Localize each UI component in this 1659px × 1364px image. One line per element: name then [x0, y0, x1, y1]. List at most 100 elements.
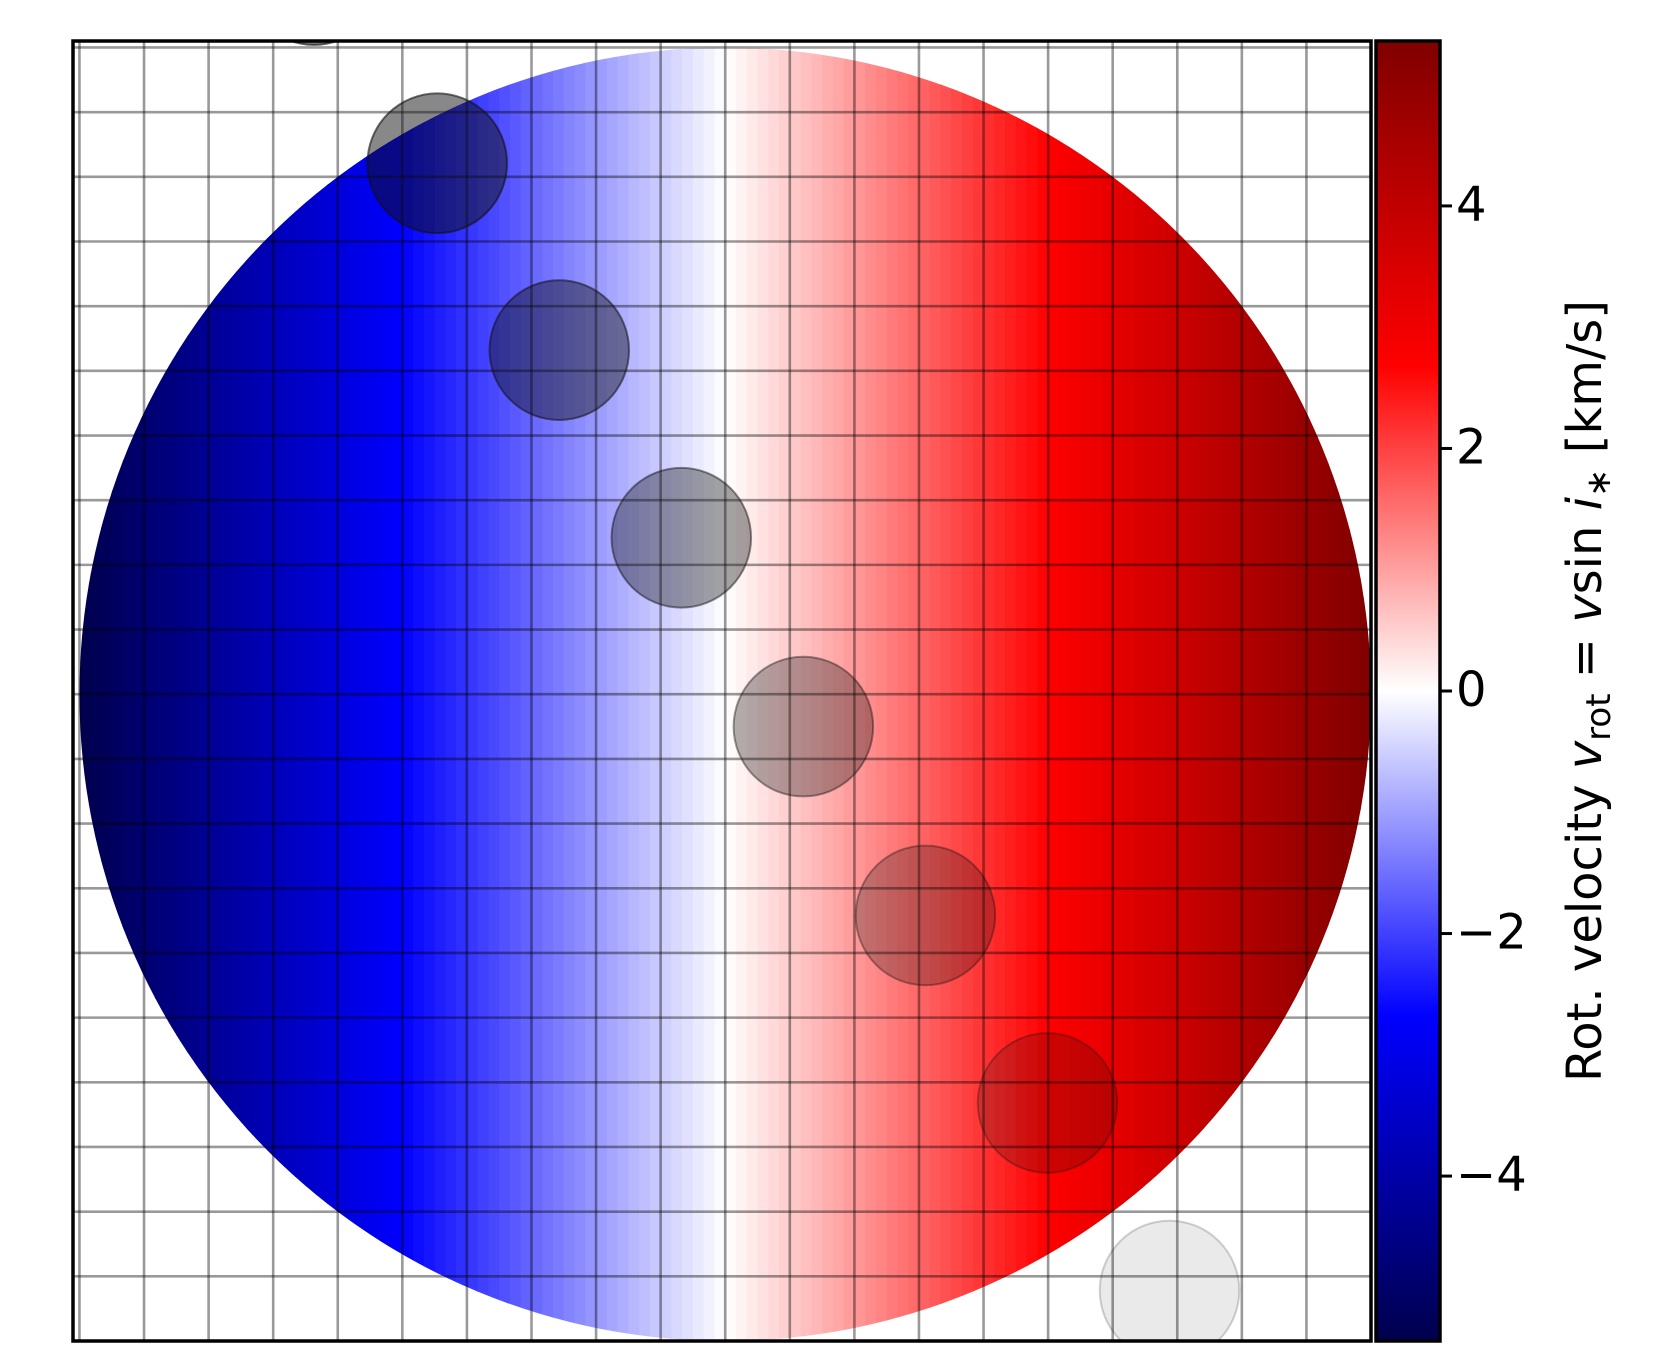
disk-pixel-column	[1091, 47, 1103, 1341]
disk-pixel-column	[682, 47, 694, 1341]
colorbar-label-part: sin	[1557, 526, 1613, 595]
disk-pixel-column	[445, 47, 457, 1341]
disk-pixel-column	[865, 47, 877, 1341]
disk-pixel-column	[327, 47, 339, 1341]
disk-pixel-column	[768, 47, 780, 1341]
disk-pixel-column	[811, 47, 823, 1341]
disk-pixel-column	[133, 47, 145, 1341]
disk-pixel-column	[929, 47, 942, 1341]
disk-pixel-column	[800, 47, 813, 1341]
disk-pixel-column	[746, 47, 759, 1341]
disk-pixel-column	[779, 47, 791, 1341]
disk-pixel-column	[1144, 47, 1157, 1341]
disk-pixel-column	[1349, 47, 1362, 1341]
disk-pixel-column	[1263, 47, 1275, 1341]
disk-pixel-column	[240, 47, 253, 1341]
disk-pixel-column	[208, 47, 221, 1341]
disk-pixel-column	[122, 47, 135, 1341]
disk-pixel-column	[1015, 47, 1028, 1341]
disk-pixel-column	[251, 47, 264, 1341]
disk-pixel-column	[434, 47, 447, 1341]
planet-disk	[488, 279, 631, 422]
disk-pixel-column	[1231, 47, 1243, 1341]
colorbar	[1374, 39, 1442, 1343]
disk-pixel-column	[1005, 47, 1017, 1341]
disk-pixel-column	[639, 47, 651, 1341]
disk-pixel-column	[897, 47, 909, 1341]
disk-pixel-column	[1037, 47, 1049, 1341]
disk-pixel-column	[843, 47, 856, 1341]
disk-pixel-column	[1241, 47, 1254, 1341]
disk-pixel-column	[854, 47, 866, 1341]
colorbar-axis: −4 −2 0 2 4	[1440, 177, 1527, 1203]
planet-disk	[610, 466, 753, 609]
disk-pixel-column	[1327, 47, 1340, 1341]
disk-pixel-column	[1058, 47, 1071, 1341]
disk-pixel-column	[262, 47, 274, 1341]
disk-pixel-column	[283, 47, 296, 1341]
disk-pixel-column	[735, 47, 748, 1341]
disk-pixel-column	[585, 47, 597, 1341]
disk-pixel-column	[1026, 47, 1039, 1341]
disk-pixel-column	[617, 47, 630, 1341]
stellar-disk	[79, 47, 1371, 1341]
disk-pixel-column	[1284, 47, 1297, 1341]
disk-pixel-column	[1048, 47, 1060, 1341]
disk-pixel-column	[305, 47, 318, 1341]
disk-pixel-column	[1177, 47, 1189, 1341]
disk-pixel-column	[1209, 47, 1222, 1341]
planet-disk	[976, 1032, 1119, 1174]
disk-pixel-column	[79, 47, 92, 1341]
colorbar-label-part: [km/s]	[1557, 300, 1613, 468]
planet-disk	[288, 41, 340, 46]
disk-pixel-column	[359, 47, 371, 1341]
disk-pixel-column	[1155, 47, 1168, 1341]
disk-pixel-column	[940, 47, 953, 1341]
disk-pixel-column	[972, 47, 985, 1341]
disk-pixel-column	[488, 47, 501, 1341]
disk-pixel-column	[509, 47, 522, 1341]
disk-pixel-column	[1080, 47, 1092, 1341]
colorbar-label-part: Rot. velocity	[1557, 769, 1613, 1082]
disk-pixel-column	[875, 47, 888, 1341]
disk-pixel-column	[111, 47, 124, 1341]
disk-pixel-column	[789, 47, 802, 1341]
disk-pixel-column	[402, 47, 414, 1341]
colorbar-label-part: =	[1557, 623, 1613, 694]
disk-pixel-column	[714, 47, 727, 1341]
disk-pixel-column	[983, 47, 996, 1341]
disk-pixel-column	[1166, 47, 1179, 1341]
disk-pixel-column	[348, 47, 361, 1341]
disk-pixel-column	[725, 47, 737, 1341]
disk-pixel-column	[703, 47, 716, 1341]
disk-pixel-column	[413, 47, 425, 1341]
disk-pixel-column	[660, 47, 673, 1341]
disk-pixel-column	[273, 47, 285, 1341]
disk-pixel-column	[520, 47, 533, 1341]
disk-pixel-column	[391, 47, 404, 1341]
disk-pixel-column	[596, 47, 608, 1341]
disk-pixel-column	[423, 47, 436, 1341]
disk-pixel-column	[1123, 47, 1136, 1341]
disk-pixel-column	[574, 47, 587, 1341]
disk-pixel-column	[100, 47, 113, 1341]
disk-pixel-column	[1338, 47, 1351, 1341]
planet-positions	[288, 41, 1241, 1341]
disk-pixel-column	[994, 47, 1006, 1341]
disk-pixel-column	[918, 47, 931, 1341]
disk-pixel-column	[1274, 47, 1286, 1341]
disk-pixel-column	[337, 47, 350, 1341]
disk-pixel-column	[1101, 47, 1114, 1341]
colorbar-label: Rot. velocity vrot = vsin i∗ [km/s]	[1557, 300, 1619, 1082]
colorbar-label-part: ∗	[1579, 468, 1619, 497]
disk-pixel-column	[165, 47, 178, 1341]
disk-pixel-column	[1198, 47, 1211, 1341]
disk-pixel-column	[380, 47, 393, 1341]
colorbar-tick-label: −2	[1456, 905, 1527, 961]
planet-disk	[366, 92, 508, 235]
disk-pixel-column	[832, 47, 845, 1341]
grid	[73, 41, 1371, 1341]
colorbar-label-part: rot	[1579, 693, 1619, 740]
disk-pixel-column	[466, 47, 479, 1341]
